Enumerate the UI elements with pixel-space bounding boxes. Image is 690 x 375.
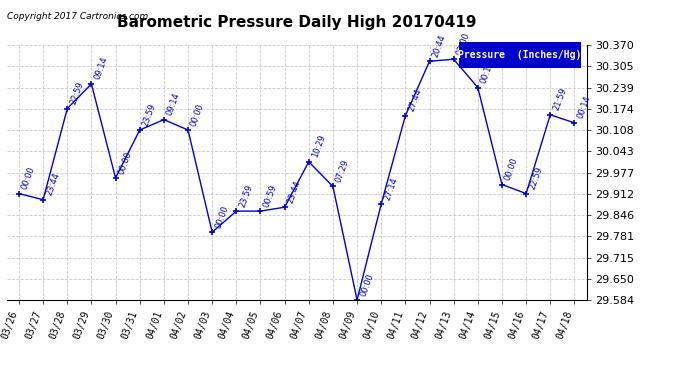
Text: 00:14: 00:14	[576, 95, 593, 120]
Text: Barometric Pressure Daily High 20170419: Barometric Pressure Daily High 20170419	[117, 15, 477, 30]
Text: 23:44: 23:44	[45, 171, 61, 197]
Text: 10:29: 10:29	[310, 134, 327, 159]
Text: 07:29: 07:29	[335, 158, 351, 184]
Text: 21:59: 21:59	[552, 87, 569, 112]
Text: 20:44: 20:44	[431, 33, 448, 58]
Text: 22:59: 22:59	[528, 165, 544, 191]
Text: 00:00: 00:00	[504, 156, 520, 182]
Text: 23:59: 23:59	[238, 183, 255, 209]
Text: 27:14: 27:14	[383, 176, 400, 201]
Text: 22:59: 22:59	[69, 80, 86, 106]
Text: 09:14: 09:14	[93, 56, 110, 81]
Text: Copyright 2017 Cartronics.com: Copyright 2017 Cartronics.com	[7, 12, 148, 21]
Text: 00:00: 00:00	[359, 272, 375, 297]
Text: 00:00: 00:00	[190, 102, 206, 127]
Text: 00:00: 00:00	[117, 150, 134, 175]
Text: 00:14: 00:14	[480, 59, 496, 85]
Text: 00:00: 00:00	[214, 204, 230, 230]
Text: 09:14: 09:14	[166, 92, 182, 117]
Text: 00:00: 00:00	[21, 165, 37, 191]
Text: 03:00: 03:00	[455, 31, 472, 57]
Text: 23:44: 23:44	[286, 179, 303, 204]
Text: 23:59: 23:59	[141, 102, 158, 127]
Text: 27:44: 27:44	[407, 87, 424, 113]
Text: 00:59: 00:59	[262, 183, 279, 209]
